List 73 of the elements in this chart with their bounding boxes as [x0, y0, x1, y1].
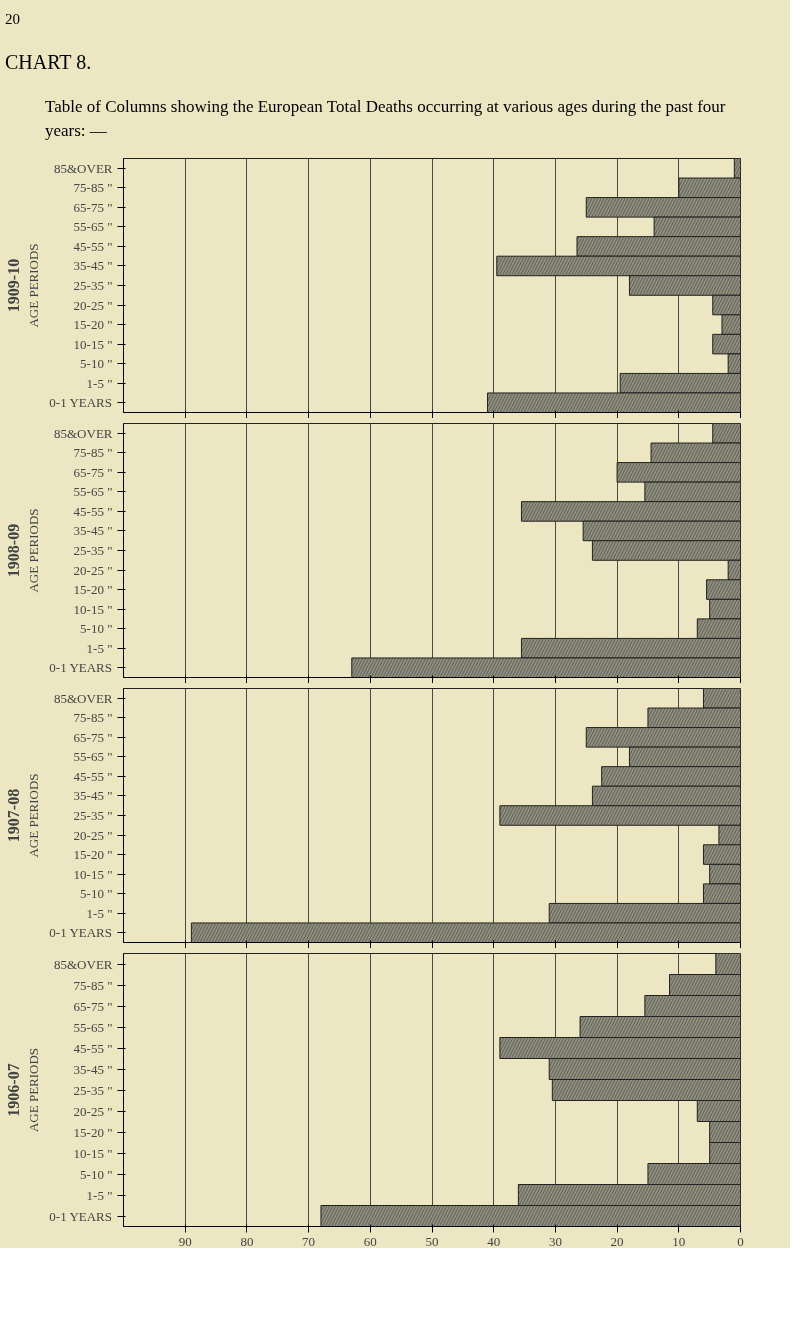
y-axis-title: AGE PERIODS [26, 772, 42, 858]
y-tick-label: 10-15 " [73, 601, 113, 617]
y-tick-label: 65-75 " [73, 464, 113, 480]
y-tick-label: 5-10 " [80, 620, 113, 636]
y-tick-label: 55-65 " [73, 483, 113, 499]
y-tick-label: 10-15 " [73, 866, 113, 882]
y-tick-label: 1-5 " [86, 905, 113, 921]
y-tick-label: 65-75 " [73, 998, 113, 1014]
text: 1909-10 [4, 258, 22, 312]
y-tick-label: 35-45 " [73, 523, 113, 539]
y-tick-label: 45-55 " [73, 503, 113, 519]
y-tick-label: 20-25 " [73, 1103, 113, 1119]
y-tick-label: 55-65 " [73, 218, 113, 234]
y-tick-label: 20-25 " [73, 297, 113, 313]
y-axis-title: AGE PERIODS [26, 242, 42, 328]
y-tick-label: 0-1 YEARS [49, 1208, 113, 1224]
y-tick-label: 5-10 " [80, 355, 113, 371]
y-tick-label: 5-10 " [80, 1166, 113, 1182]
y-tick-label: 0-1 YEARS [49, 659, 113, 675]
y-tick-label: 75-85 " [73, 977, 113, 993]
y-tick-label: 45-55 " [73, 1040, 113, 1056]
y-tick-label: 25-35 " [73, 807, 113, 823]
x-tick-label: 50 [425, 1233, 439, 1249]
y-tick-label: 45-55 " [73, 768, 113, 784]
y-tick-label: 85&OVER [54, 956, 113, 972]
x-tick-label: 90 [178, 1233, 192, 1249]
y-tick-label: 35-45 " [73, 258, 113, 274]
y-tick-label: 1-5 " [86, 640, 113, 656]
y-tick-label: 10-15 " [73, 336, 113, 352]
text: 1907-08 [4, 788, 22, 842]
y-tick-label: 85&OVER [54, 425, 113, 441]
y-tick-label: 25-35 " [73, 1082, 113, 1098]
x-tick-label: 10 [672, 1233, 686, 1249]
x-tick-label: 0 [737, 1233, 744, 1249]
y-tick-label: 35-45 " [73, 788, 113, 804]
y-tick-label: 5-10 " [80, 885, 113, 901]
y-tick-label: 10-15 " [73, 1145, 113, 1161]
y-axis-title: AGE PERIODS [26, 1047, 42, 1132]
y-tick-label: 75-85 " [73, 444, 113, 460]
x-tick-label: 80 [240, 1233, 254, 1249]
y-tick-label: 55-65 " [73, 1019, 113, 1035]
caption: CHART 8. [5, 50, 92, 76]
y-tick-label: 75-85 " [73, 709, 113, 725]
y-tick-label: 0-1 YEARS [49, 924, 113, 940]
y-tick-label: 75-85 " [73, 179, 113, 195]
text: Table of Columns showing the European Total Deaths occurring at various ages during the past four years: — [44, 96, 727, 143]
y-tick-label: 1-5 " [86, 375, 113, 391]
y-tick-label: 65-75 " [73, 199, 113, 215]
y-tick-label: 25-35 " [73, 542, 113, 558]
text: 20 [5, 10, 20, 29]
y-tick-label: 85&OVER [54, 160, 113, 176]
y-tick-label: 85&OVER [54, 690, 113, 706]
y-tick-label: 20-25 " [73, 827, 113, 843]
x-tick-label: 70 [302, 1233, 316, 1249]
y-tick-label: 20-25 " [73, 562, 113, 578]
text: 1908-09 [4, 523, 22, 577]
y-tick-label: 15-20 " [73, 1124, 113, 1140]
y-tick-label: 1-5 " [86, 1187, 113, 1203]
x-tick-label: 20 [610, 1233, 624, 1249]
y-tick-label: 25-35 " [73, 277, 113, 293]
x-tick-label: 40 [487, 1233, 501, 1249]
y-tick-label: 65-75 " [73, 729, 113, 745]
y-tick-label: 45-55 " [73, 238, 113, 254]
y-axis-title: AGE PERIODS [26, 507, 42, 593]
x-tick-label: 30 [548, 1233, 562, 1249]
x-tick-label: 60 [363, 1233, 377, 1249]
y-tick-label: 15-20 " [73, 316, 113, 332]
y-tick-label: 15-20 " [73, 581, 113, 597]
y-tick-label: 55-65 " [73, 748, 113, 764]
y-tick-label: 15-20 " [73, 846, 113, 862]
y-tick-label: 0-1 YEARS [49, 394, 113, 410]
text: 1906-07 [4, 1062, 22, 1117]
y-tick-label: 35-45 " [73, 1061, 113, 1077]
